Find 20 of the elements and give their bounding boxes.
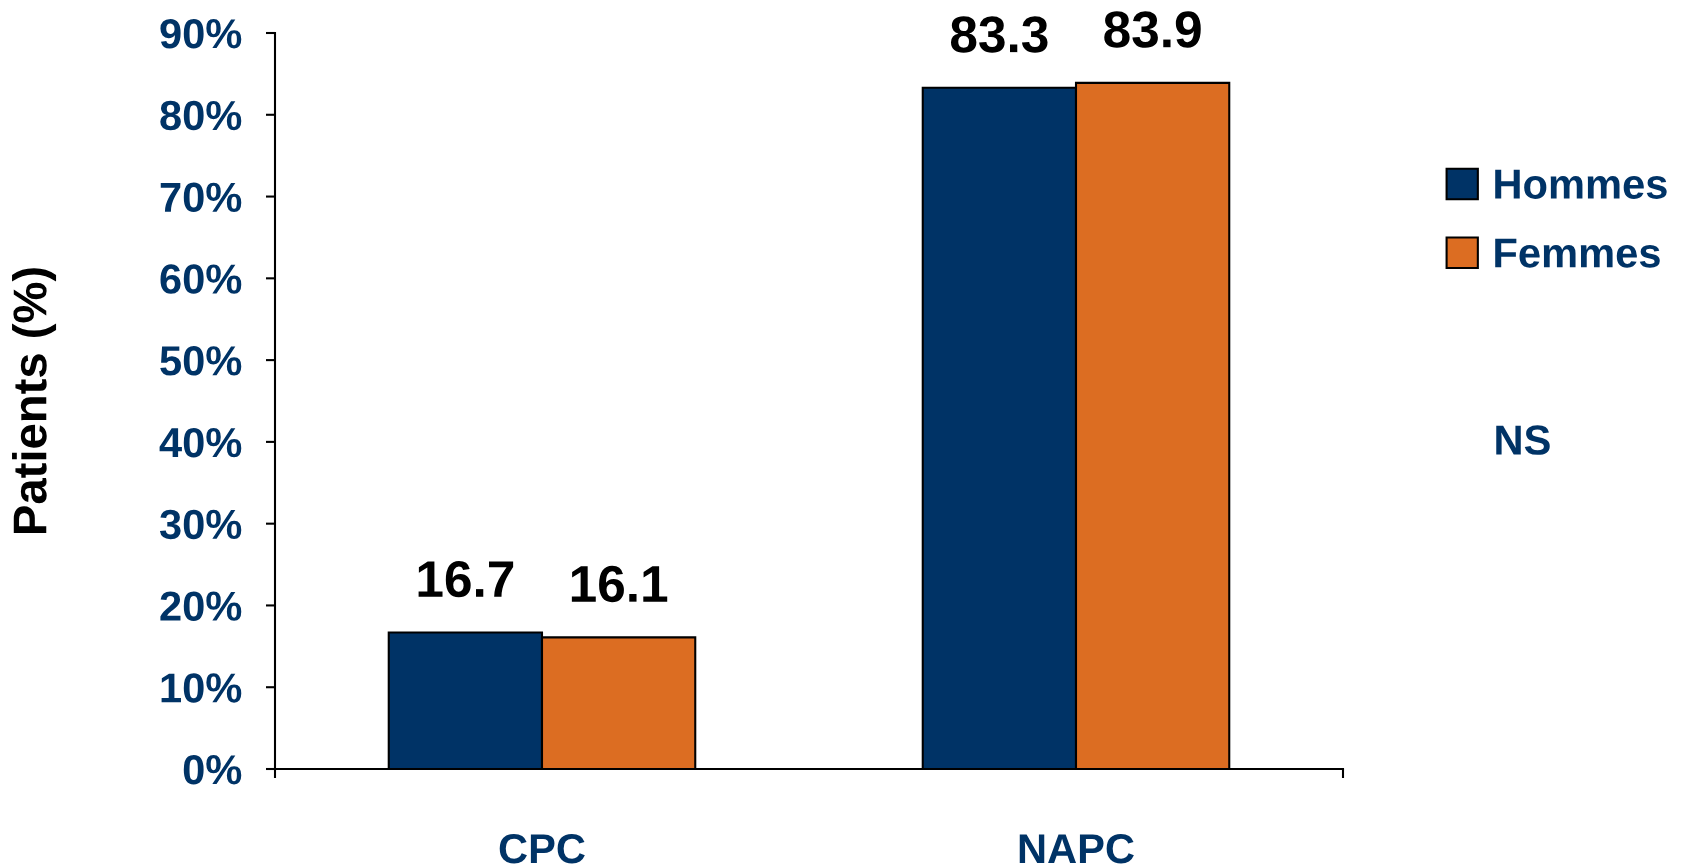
data-label: 16.7 <box>418 560 514 598</box>
y-tick-label: 10% <box>161 673 242 703</box>
y-tick-label: 80% <box>160 100 242 131</box>
y-tick-label: 50% <box>160 346 242 376</box>
data-label: 16.1 <box>571 565 668 603</box>
y-tick-label: 90% <box>160 19 242 49</box>
y-tick-label: 20% <box>160 591 242 621</box>
y-tick-label: 70% <box>160 182 242 213</box>
y-axis-title: Patients (%) <box>12 268 57 533</box>
legend-label: Hommes <box>1495 169 1667 199</box>
x-tick-label: CPC <box>499 833 585 864</box>
y-tick-label: 0% <box>183 755 242 785</box>
data-label: 83.3 <box>951 16 1048 53</box>
y-tick-label: 40% <box>159 427 242 458</box>
legend-label: Femmes <box>1495 238 1660 268</box>
text: NS <box>1496 425 1550 455</box>
y-tick-label: 60% <box>160 264 242 294</box>
data-label: 83.9 <box>1104 11 1201 48</box>
x-tick-label: NAPC <box>1019 833 1134 864</box>
y-tick-label: 30% <box>159 509 242 540</box>
